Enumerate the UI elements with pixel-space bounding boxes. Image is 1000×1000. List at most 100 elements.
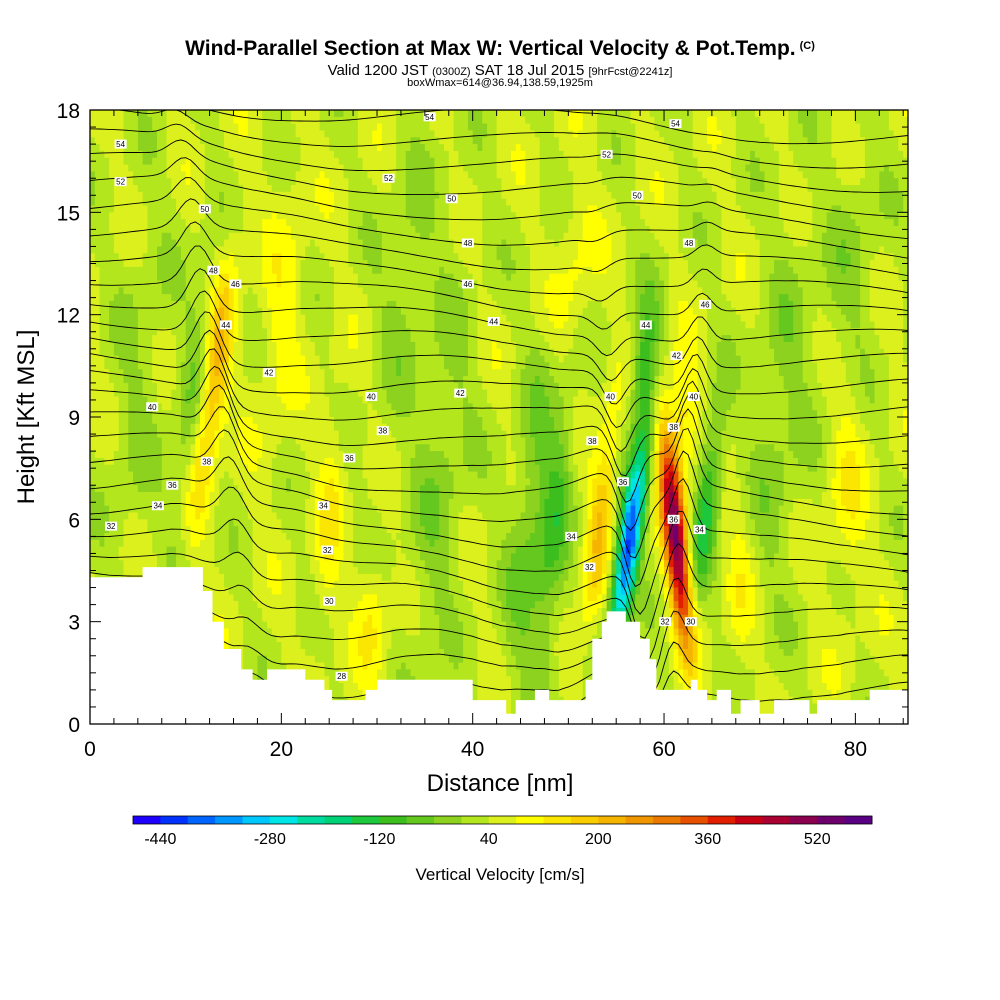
velocity-cell (176, 253, 182, 261)
velocity-cell (759, 287, 766, 295)
velocity-cell (238, 307, 244, 316)
velocity-cell (166, 171, 172, 179)
velocity-cell (611, 123, 617, 132)
velocity-cell (644, 205, 651, 213)
velocity-cell (338, 164, 345, 172)
velocity-cell (549, 110, 555, 118)
velocity-cell (774, 144, 780, 152)
velocity-cell (463, 123, 469, 132)
velocity-cell (515, 301, 522, 309)
velocity-cell (793, 239, 799, 248)
velocity-cell (577, 157, 584, 166)
velocity-cell (664, 266, 670, 275)
velocity-cell (180, 212, 187, 220)
velocity-cell (711, 185, 718, 193)
velocity-cell (855, 280, 861, 288)
velocity-cell (563, 253, 569, 261)
velocity-cell (477, 157, 483, 166)
velocity-cell (491, 191, 498, 200)
velocity-cell (893, 150, 900, 159)
velocity-cell (826, 144, 833, 152)
velocity-cell (525, 205, 531, 213)
velocity-cell (381, 110, 388, 118)
velocity-cell (429, 205, 436, 213)
velocity-cell (903, 150, 908, 159)
velocity-cell (510, 116, 517, 125)
velocity-cell (439, 246, 445, 254)
velocity-cell (252, 212, 259, 220)
velocity-cell (147, 246, 153, 254)
velocity-cell (659, 198, 665, 207)
velocity-cell (338, 253, 345, 261)
velocity-cell (209, 130, 215, 138)
velocity-cell (754, 185, 761, 193)
velocity-cell (348, 178, 354, 186)
velocity-cell (673, 198, 679, 207)
velocity-cell (156, 219, 163, 227)
velocity-cell (797, 280, 804, 288)
velocity-cell (324, 205, 330, 213)
velocity-cell (735, 205, 742, 213)
velocity-cell (128, 130, 134, 138)
velocity-cell (295, 246, 302, 254)
velocity-cell (305, 253, 311, 261)
velocity-cell (443, 266, 450, 275)
velocity-cell (745, 110, 751, 118)
velocity-cell (745, 266, 751, 275)
velocity-cell (563, 178, 569, 186)
velocity-cell (525, 144, 531, 152)
velocity-cell (898, 198, 904, 207)
velocity-cell (176, 116, 182, 125)
velocity-cell (434, 246, 440, 254)
velocity-cell (410, 225, 416, 234)
velocity-cell (463, 185, 469, 193)
velocity-cell (563, 171, 569, 179)
velocity-cell (472, 301, 479, 309)
velocity-cell (90, 266, 96, 275)
velocity-cell (176, 246, 182, 254)
velocity-cell (754, 198, 761, 207)
velocity-cell (109, 178, 115, 186)
velocity-cell (214, 150, 220, 159)
velocity-cell (850, 266, 856, 275)
velocity-cell (90, 185, 96, 193)
velocity-cell (467, 212, 474, 220)
velocity-cell (305, 246, 311, 254)
velocity-cell (353, 232, 359, 241)
velocity-cell (176, 191, 182, 200)
velocity-cell (458, 178, 464, 186)
velocity-cell (860, 294, 866, 302)
velocity-cell (377, 205, 383, 213)
velocity-cell (797, 191, 804, 200)
velocity-cell (726, 116, 732, 125)
velocity-cell (223, 225, 230, 234)
velocity-cell (807, 144, 813, 152)
velocity-cell (750, 273, 756, 282)
velocity-cell (587, 130, 593, 138)
velocity-cell (463, 178, 469, 186)
velocity-cell (654, 273, 660, 282)
velocity-cell (377, 198, 383, 207)
velocity-cell (491, 301, 498, 309)
velocity-cell (630, 260, 636, 268)
velocity-cell (176, 280, 182, 288)
velocity-cell (300, 110, 306, 118)
velocity-cell (716, 253, 723, 261)
velocity-cell (664, 205, 670, 213)
velocity-cell (329, 150, 335, 159)
velocity-cell (204, 150, 211, 159)
velocity-cell (716, 171, 723, 179)
velocity-cell (415, 144, 421, 152)
velocity-cell (630, 157, 636, 166)
velocity-cell (310, 198, 316, 207)
velocity-cell (94, 266, 101, 275)
velocity-cell (845, 273, 852, 282)
velocity-cell (678, 273, 684, 282)
velocity-cell (597, 287, 603, 295)
velocity-cell (831, 144, 837, 152)
velocity-cell (893, 116, 900, 125)
velocity-cell (802, 266, 809, 275)
velocity-cell (458, 273, 464, 282)
velocity-cell (338, 273, 345, 282)
velocity-cell (754, 273, 761, 282)
